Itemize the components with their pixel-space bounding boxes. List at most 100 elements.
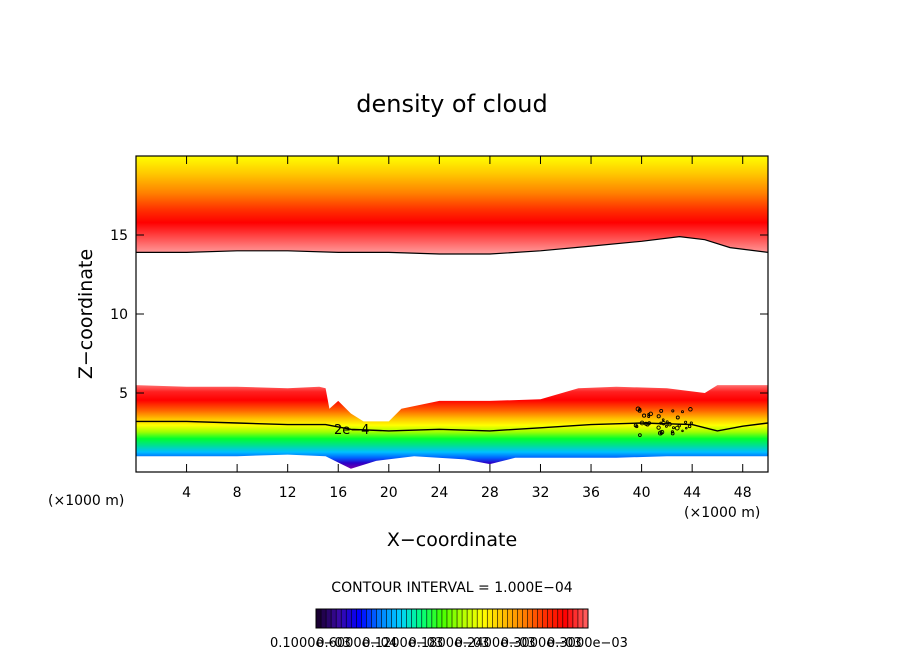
colorbar-label: 0.6000e−04 (316, 636, 397, 651)
colorbar-swatch (547, 609, 554, 628)
colorbar-swatch (482, 609, 488, 628)
colorbar-swatch (527, 609, 533, 628)
x-tick-label: 24 (430, 485, 448, 501)
contour-speckle (642, 413, 647, 418)
colorbar-swatch (472, 609, 478, 628)
colorbar-swatch (346, 609, 352, 628)
contour-speckle (684, 420, 688, 424)
contour-speckle (685, 426, 688, 430)
contour-speckle (687, 424, 692, 429)
contour-speckle (633, 423, 638, 428)
colorbar-swatch (577, 609, 584, 628)
colorbar-swatch (326, 609, 332, 628)
upper-cloud-base-contour (136, 235, 768, 255)
colorbar-swatch (401, 609, 408, 628)
y-tick-label: 15 (110, 228, 128, 244)
colorbar-swatch (512, 609, 518, 628)
contour-speckle (661, 418, 665, 422)
colorbar-swatch (371, 609, 377, 628)
colorbar-swatch (406, 609, 413, 628)
contour-speckle (645, 422, 650, 427)
x-unit-left: (×1000 m) (48, 493, 124, 509)
contour-speckle (671, 409, 675, 413)
colorbar-swatch (457, 609, 463, 628)
colorbar-swatch (381, 609, 387, 628)
contour-speckle (635, 406, 641, 412)
contour-speckle (670, 430, 674, 434)
contour-speckle (659, 421, 663, 425)
colorbar-label: 0.1800e−03 (409, 636, 490, 651)
colorbar-swatch (517, 609, 523, 628)
colorbar-swatch (567, 609, 574, 628)
colorbar-swatch (331, 609, 337, 628)
colorbar-swatch (507, 609, 513, 628)
x-axis-ticks: 4 8 12 16 20 24 28 32 36 40 44 48 (182, 156, 752, 501)
colorbar-swatch (477, 609, 483, 628)
x-unit-right: (×1000 m) (684, 505, 760, 521)
contour-speckle (665, 420, 669, 424)
colorbar-swatch (376, 609, 382, 628)
x-tick-label: 4 (182, 485, 191, 501)
colorbar-label: 0.1000e−03 (270, 636, 351, 651)
y-tick-label: 10 (110, 307, 128, 323)
colorbar-swatch (492, 609, 498, 628)
colorbar-labels: 0.1000e−030.6000e−040.1200e−030.1800e−03… (270, 636, 628, 651)
colorbar-swatch (562, 609, 569, 628)
colorbar-swatch (436, 609, 443, 628)
x-tick-label: 28 (481, 485, 499, 501)
contour-speckle (675, 415, 680, 420)
x-axis-title: X−coordinate (387, 529, 517, 551)
y-axis-title: Z−coordinate (75, 249, 97, 379)
colorbar-swatch (321, 609, 327, 628)
contour-speckle (681, 429, 684, 433)
colorbar-swatch (462, 609, 468, 628)
colorbar-swatch (552, 609, 559, 628)
x-tick-label: 32 (532, 485, 550, 501)
x-tick-label: 12 (279, 485, 297, 501)
colorbar-swatch (441, 609, 448, 628)
colorbar-label: 0.3000e−03 (547, 636, 628, 651)
colorbar-swatch (582, 609, 589, 628)
colorbar-swatch (452, 609, 458, 628)
contour-speckles (633, 406, 693, 437)
x-tick-label: 16 (329, 485, 347, 501)
colorbar-swatch (497, 609, 503, 628)
contour-speckle (638, 433, 642, 437)
colorbar-swatch (426, 609, 433, 628)
contour-speckle (638, 407, 642, 411)
x-tick-label: 36 (582, 485, 600, 501)
colorbar-swatch (336, 609, 342, 628)
chart-title: density of cloud (356, 90, 547, 118)
colorbar-swatch (366, 609, 372, 628)
colorbar-swatch (416, 609, 423, 628)
colorbar-swatch (502, 609, 508, 628)
contour-speckle (689, 421, 693, 425)
contour-speckle (672, 426, 675, 430)
colorbar-swatch (421, 609, 428, 628)
colorbar-frame (315, 608, 589, 629)
colorbar-swatch (557, 609, 564, 628)
contour-speckle (659, 429, 665, 435)
plot-area (136, 156, 768, 469)
contour-speckle (648, 411, 653, 417)
colorbar-swatch (522, 609, 528, 628)
contour-2e-4-line (136, 420, 768, 432)
colorbar-swatch (467, 609, 473, 628)
colorbar-swatch (316, 609, 322, 628)
contour-speckle (674, 425, 680, 431)
contour-speckle (659, 408, 664, 413)
contour-speckle (664, 424, 668, 428)
y-tick-label: 5 (119, 386, 128, 402)
y-axis-ticks: 5 10 15 (110, 228, 768, 402)
contour-speckle (639, 420, 645, 426)
colorbar (315, 609, 589, 628)
colorbar-swatch (356, 609, 362, 628)
colorbar-label: 0.2400e−03 (455, 636, 536, 651)
colorbar-swatch (542, 609, 549, 628)
x-tick-label: 40 (633, 485, 651, 501)
colorbar-swatch (537, 609, 544, 628)
contour-speckle (670, 431, 675, 436)
colorbar-swatch (572, 609, 579, 628)
lower-cloud-layer (136, 385, 768, 469)
